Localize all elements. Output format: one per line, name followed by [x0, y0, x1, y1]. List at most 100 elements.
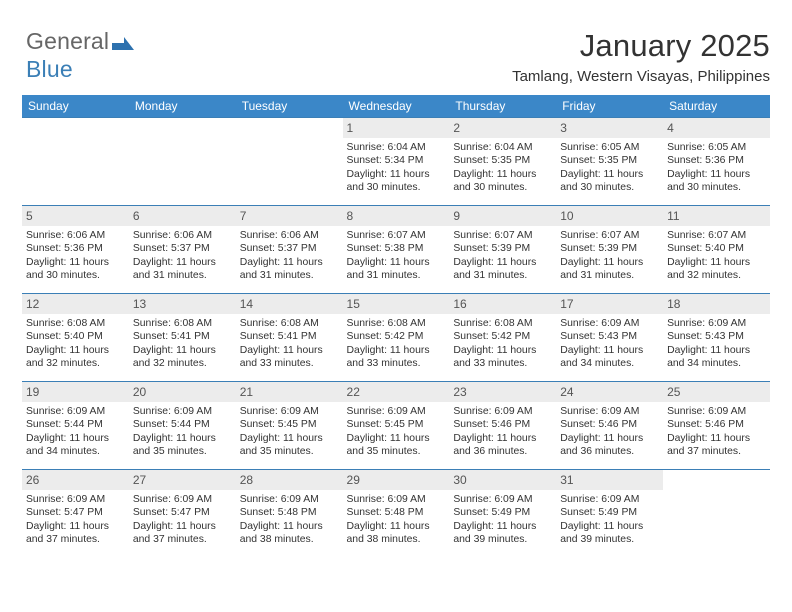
- logo-text-a: General: [26, 28, 109, 54]
- daylight-line2: and 36 minutes.: [560, 445, 659, 458]
- daylight-line1: Daylight: 11 hours: [667, 344, 766, 357]
- dow-friday: Friday: [556, 95, 663, 118]
- sunset-text: Sunset: 5:42 PM: [453, 330, 552, 343]
- sunset-text: Sunset: 5:41 PM: [240, 330, 339, 343]
- daylight-line1: Daylight: 11 hours: [347, 256, 446, 269]
- dow-sunday: Sunday: [22, 95, 129, 118]
- daylight-line2: and 30 minutes.: [453, 181, 552, 194]
- sunrise-text: Sunrise: 6:09 AM: [453, 493, 552, 506]
- calendar-day-cell: 27Sunrise: 6:09 AMSunset: 5:47 PMDayligh…: [129, 470, 236, 558]
- day-number: 9: [449, 206, 556, 226]
- day-detail: Sunrise: 6:09 AMSunset: 5:48 PMDaylight:…: [236, 490, 343, 551]
- day-detail: Sunrise: 6:09 AMSunset: 5:45 PMDaylight:…: [343, 402, 450, 463]
- calendar-day-cell: 7Sunrise: 6:06 AMSunset: 5:37 PMDaylight…: [236, 206, 343, 294]
- daylight-line2: and 35 minutes.: [240, 445, 339, 458]
- day-detail: Sunrise: 6:09 AMSunset: 5:47 PMDaylight:…: [22, 490, 129, 551]
- day-detail: Sunrise: 6:08 AMSunset: 5:40 PMDaylight:…: [22, 314, 129, 375]
- calendar-week-row: 19Sunrise: 6:09 AMSunset: 5:44 PMDayligh…: [22, 382, 770, 470]
- sunset-text: Sunset: 5:40 PM: [667, 242, 766, 255]
- sunset-text: Sunset: 5:46 PM: [667, 418, 766, 431]
- day-number: 16: [449, 294, 556, 314]
- calendar-day-cell: 23Sunrise: 6:09 AMSunset: 5:46 PMDayligh…: [449, 382, 556, 470]
- calendar-day-cell: 25Sunrise: 6:09 AMSunset: 5:46 PMDayligh…: [663, 382, 770, 470]
- day-detail: Sunrise: 6:07 AMSunset: 5:39 PMDaylight:…: [556, 226, 663, 287]
- sunset-text: Sunset: 5:45 PM: [240, 418, 339, 431]
- sunset-text: Sunset: 5:43 PM: [667, 330, 766, 343]
- day-number: 10: [556, 206, 663, 226]
- sunrise-text: Sunrise: 6:09 AM: [133, 493, 232, 506]
- day-detail: Sunrise: 6:06 AMSunset: 5:36 PMDaylight:…: [22, 226, 129, 287]
- daylight-line1: Daylight: 11 hours: [240, 344, 339, 357]
- calendar-day-cell: 16Sunrise: 6:08 AMSunset: 5:42 PMDayligh…: [449, 294, 556, 382]
- daylight-line2: and 34 minutes.: [26, 445, 125, 458]
- sunset-text: Sunset: 5:39 PM: [453, 242, 552, 255]
- calendar-day-cell: 14Sunrise: 6:08 AMSunset: 5:41 PMDayligh…: [236, 294, 343, 382]
- daylight-line2: and 30 minutes.: [347, 181, 446, 194]
- daylight-line2: and 30 minutes.: [560, 181, 659, 194]
- logo-flag-icon: [112, 29, 134, 56]
- sunset-text: Sunset: 5:47 PM: [26, 506, 125, 519]
- sunrise-text: Sunrise: 6:09 AM: [26, 405, 125, 418]
- day-number: 13: [129, 294, 236, 314]
- daylight-line1: Daylight: 11 hours: [26, 256, 125, 269]
- sunrise-text: Sunrise: 6:09 AM: [667, 405, 766, 418]
- sunset-text: Sunset: 5:36 PM: [667, 154, 766, 167]
- daylight-line1: Daylight: 11 hours: [453, 256, 552, 269]
- dow-tuesday: Tuesday: [236, 95, 343, 118]
- day-detail: Sunrise: 6:06 AMSunset: 5:37 PMDaylight:…: [129, 226, 236, 287]
- calendar-day-cell: 9 Sunrise: 6:07 AMSunset: 5:39 PMDaylight…: [449, 206, 556, 294]
- daylight-line2: and 35 minutes.: [347, 445, 446, 458]
- day-number: 12: [22, 294, 129, 314]
- daylight-line2: and 37 minutes.: [133, 533, 232, 546]
- day-detail: Sunrise: 6:05 AMSunset: 5:36 PMDaylight:…: [663, 138, 770, 199]
- day-number: 14: [236, 294, 343, 314]
- sunrise-text: Sunrise: 6:09 AM: [133, 405, 232, 418]
- daylight-line1: Daylight: 11 hours: [240, 520, 339, 533]
- day-detail: Sunrise: 6:09 AMSunset: 5:48 PMDaylight:…: [343, 490, 450, 551]
- daylight-line1: Daylight: 11 hours: [347, 168, 446, 181]
- dow-monday: Monday: [129, 95, 236, 118]
- dow-wednesday: Wednesday: [343, 95, 450, 118]
- sunset-text: Sunset: 5:43 PM: [560, 330, 659, 343]
- day-detail: Sunrise: 6:09 AMSunset: 5:45 PMDaylight:…: [236, 402, 343, 463]
- daylight-line2: and 36 minutes.: [453, 445, 552, 458]
- day-detail: Sunrise: 6:08 AMSunset: 5:42 PMDaylight:…: [343, 314, 450, 375]
- sunset-text: Sunset: 5:42 PM: [347, 330, 446, 343]
- calendar-day-cell: 30Sunrise: 6:09 AMSunset: 5:49 PMDayligh…: [449, 470, 556, 558]
- daylight-line2: and 33 minutes.: [347, 357, 446, 370]
- sunrise-text: Sunrise: 6:05 AM: [560, 141, 659, 154]
- daylight-line1: Daylight: 11 hours: [347, 520, 446, 533]
- sunset-text: Sunset: 5:46 PM: [453, 418, 552, 431]
- day-detail: Sunrise: 6:05 AMSunset: 5:35 PMDaylight:…: [556, 138, 663, 199]
- sunrise-text: Sunrise: 6:07 AM: [453, 229, 552, 242]
- brand-logo: GeneralBlue: [26, 28, 134, 83]
- day-detail: Sunrise: 6:08 AMSunset: 5:41 PMDaylight:…: [129, 314, 236, 375]
- sunset-text: Sunset: 5:49 PM: [453, 506, 552, 519]
- dow-row: Sunday Monday Tuesday Wednesday Thursday…: [22, 95, 770, 118]
- sunrise-text: Sunrise: 6:09 AM: [560, 493, 659, 506]
- day-number: 7: [236, 206, 343, 226]
- sunset-text: Sunset: 5:40 PM: [26, 330, 125, 343]
- calendar-day-cell: 11Sunrise: 6:07 AMSunset: 5:40 PMDayligh…: [663, 206, 770, 294]
- sunrise-text: Sunrise: 6:08 AM: [26, 317, 125, 330]
- sunrise-text: Sunrise: 6:09 AM: [453, 405, 552, 418]
- day-number: 6: [129, 206, 236, 226]
- day-number: 30: [449, 470, 556, 490]
- daylight-line2: and 30 minutes.: [26, 269, 125, 282]
- sunset-text: Sunset: 5:35 PM: [453, 154, 552, 167]
- sunrise-text: Sunrise: 6:06 AM: [26, 229, 125, 242]
- day-number: 23: [449, 382, 556, 402]
- calendar-week-row: 26Sunrise: 6:09 AMSunset: 5:47 PMDayligh…: [22, 470, 770, 558]
- day-detail: Sunrise: 6:09 AMSunset: 5:43 PMDaylight:…: [556, 314, 663, 375]
- calendar-day-cell: 28Sunrise: 6:09 AMSunset: 5:48 PMDayligh…: [236, 470, 343, 558]
- daylight-line1: Daylight: 11 hours: [667, 256, 766, 269]
- daylight-line2: and 31 minutes.: [560, 269, 659, 282]
- sunset-text: Sunset: 5:48 PM: [347, 506, 446, 519]
- sunrise-text: Sunrise: 6:05 AM: [667, 141, 766, 154]
- day-detail: Sunrise: 6:04 AMSunset: 5:34 PMDaylight:…: [343, 138, 450, 199]
- day-detail: Sunrise: 6:09 AMSunset: 5:49 PMDaylight:…: [449, 490, 556, 551]
- day-number: 21: [236, 382, 343, 402]
- daylight-line1: Daylight: 11 hours: [240, 432, 339, 445]
- sunset-text: Sunset: 5:49 PM: [560, 506, 659, 519]
- logo-text-b: Blue: [26, 56, 73, 82]
